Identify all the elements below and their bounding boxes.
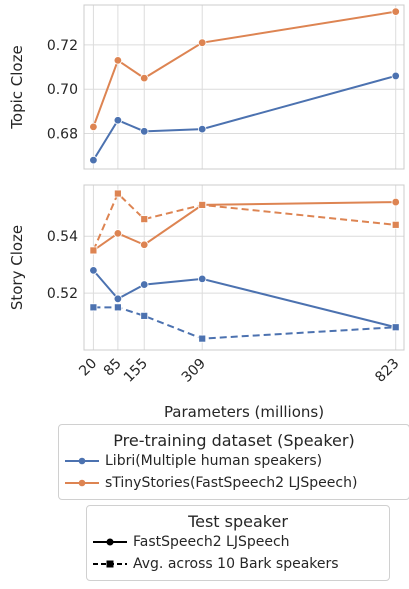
legend-swatch-stinystories: [65, 479, 99, 487]
legend-item-bark: Avg. across 10 Bark speakers: [93, 553, 389, 575]
data-point-circle: [89, 122, 98, 132]
y-tick-label: 0.54: [47, 229, 78, 245]
data-point-circle: [113, 229, 123, 238]
x-axis-label: Parameters (millions): [164, 403, 324, 420]
legend-test-speaker: Test speaker FastSpeech2 LJSpeech Avg. a…: [86, 505, 390, 581]
data-point-circle: [140, 240, 149, 249]
x-tick-label: 823: [372, 356, 402, 386]
plot-frame: [83, 184, 405, 351]
legend-label-bark: Avg. across 10 Bark speakers: [133, 556, 339, 572]
legend-item-libri: Libri(Multiple human speakers): [65, 450, 409, 472]
data-point-circle: [113, 294, 123, 303]
data-point-circle: [140, 73, 149, 83]
y-tick-label: 0.70: [47, 82, 78, 98]
data-point-square: [89, 246, 98, 255]
data-point-square: [113, 189, 122, 198]
y-tick-label: 0.52: [47, 286, 78, 302]
data-point-circle: [140, 280, 149, 289]
data-point-circle: [113, 116, 123, 125]
series-line: [92, 191, 396, 251]
y-axis-label: Topic Cloze: [8, 45, 26, 129]
data-point-square: [198, 201, 207, 209]
data-point-circle: [89, 155, 98, 165]
legend-dataset: Pre-training dataset (Speaker) Libri(Mul…: [58, 424, 409, 500]
data-point-square: [113, 303, 122, 312]
data-point-circle: [198, 274, 207, 284]
data-point-circle: [113, 56, 123, 65]
legend-swatch-libri: [65, 457, 99, 465]
data-point-circle: [198, 38, 207, 47]
data-point-square: [140, 311, 149, 320]
legend-item-fastspeech2: FastSpeech2 LJSpeech: [93, 531, 389, 553]
data-point-square: [391, 323, 400, 332]
legend-label-fastspeech2: FastSpeech2 LJSpeech: [133, 534, 290, 550]
data-point-square: [198, 334, 207, 343]
x-tick-label: 309: [179, 356, 209, 386]
legend-dataset-title: Pre-training dataset (Speaker): [113, 431, 355, 450]
data-point-circle: [89, 266, 98, 275]
legend-test-title: Test speaker: [188, 512, 288, 531]
legend-swatch-solid: [93, 538, 127, 546]
plot-frame: [83, 4, 405, 170]
data-point-circle: [391, 7, 400, 16]
y-tick-label: 0.72: [47, 38, 78, 54]
x-tick-label: 20: [76, 356, 100, 380]
y-tick-label: 0.68: [47, 127, 78, 143]
data-point-circle: [140, 127, 149, 136]
plot-area: [84, 5, 404, 169]
data-point-square: [140, 215, 149, 224]
series-line: [93, 306, 396, 340]
data-point-square: [89, 303, 98, 312]
data-point-circle: [391, 197, 400, 207]
panel-0: 0.68 0.70 0.72 Topic Cloze: [8, 4, 405, 170]
data-point-square: [391, 220, 400, 229]
y-axis-label: Story Cloze: [8, 225, 26, 310]
line-chart: 0.68 0.70 0.72 Topic Cloze 0.52 0.54 Story Clo…: [8, 4, 405, 420]
legend-label-libri: Libri(Multiple human speakers): [105, 453, 323, 469]
legend-label-stinystories: sTinyStories(FastSpeech2 LJSpeech): [105, 475, 358, 491]
data-point-circle: [391, 71, 400, 81]
legend-item-stinystories: sTinyStories(FastSpeech2 LJSpeech): [65, 472, 409, 494]
x-tick-label: 155: [121, 356, 151, 386]
legend-swatch-dashed: [93, 560, 127, 568]
data-point-circle: [198, 124, 207, 134]
